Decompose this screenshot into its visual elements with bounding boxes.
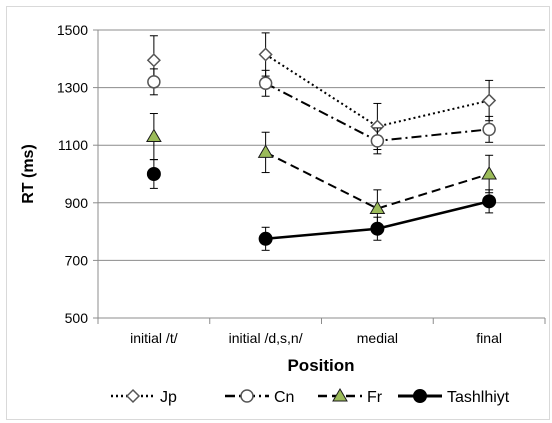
legend: Jp Cn Fr Tashlhiyt [111,388,510,406]
data-point [482,93,497,108]
data-point [369,200,386,215]
data-point [257,144,274,158]
data-point [146,128,162,143]
y-tick-label: 1500 [57,22,88,38]
y-tick-label: 1300 [57,80,88,96]
data-point [258,47,273,62]
data-point [482,122,496,137]
data-point [258,76,273,91]
chart-frame [6,6,550,420]
legend-label: Tashlhiyt [447,389,510,406]
legend-swatch-marker [413,389,427,403]
legend-item-cn: Cn [225,389,294,406]
legend-item-jp: Jp [111,388,177,406]
x-axis-title: Position [287,356,354,375]
series-tashlhiyt [146,159,497,251]
x-tick-label: final [476,330,502,346]
data-point [146,53,161,68]
data-point [482,194,497,209]
legend-label: Jp [160,389,177,406]
x-tick-label: initial /t/ [130,330,178,346]
y-axis-title: RT (ms) [20,144,37,204]
series-cn [147,68,496,155]
data-point [481,166,497,180]
legend-item-fr: Fr [318,388,383,406]
y-tick-label: 1100 [58,137,88,153]
legend-swatch-marker [332,388,348,402]
y-tick-label: 700 [65,252,89,268]
series-jp [146,32,497,151]
x-tick-label: initial /d,s,n/ [229,330,303,346]
series-line [265,151,490,210]
data-point [370,221,385,236]
legend-item-tashlhiyt: Tashlhiyt [398,389,510,406]
series-fr [146,113,497,228]
legend-swatch-marker [240,389,254,403]
legend-label: Cn [274,389,294,406]
y-tick-label: 500 [65,310,89,326]
y-tick-label: 900 [65,195,89,211]
data-point [258,231,273,246]
data-point [146,167,161,181]
legend-label: Fr [367,389,383,406]
data-point [370,134,385,148]
legend-swatch-marker [125,388,141,404]
x-tick-label: medial [357,330,398,346]
data-point [147,75,161,89]
